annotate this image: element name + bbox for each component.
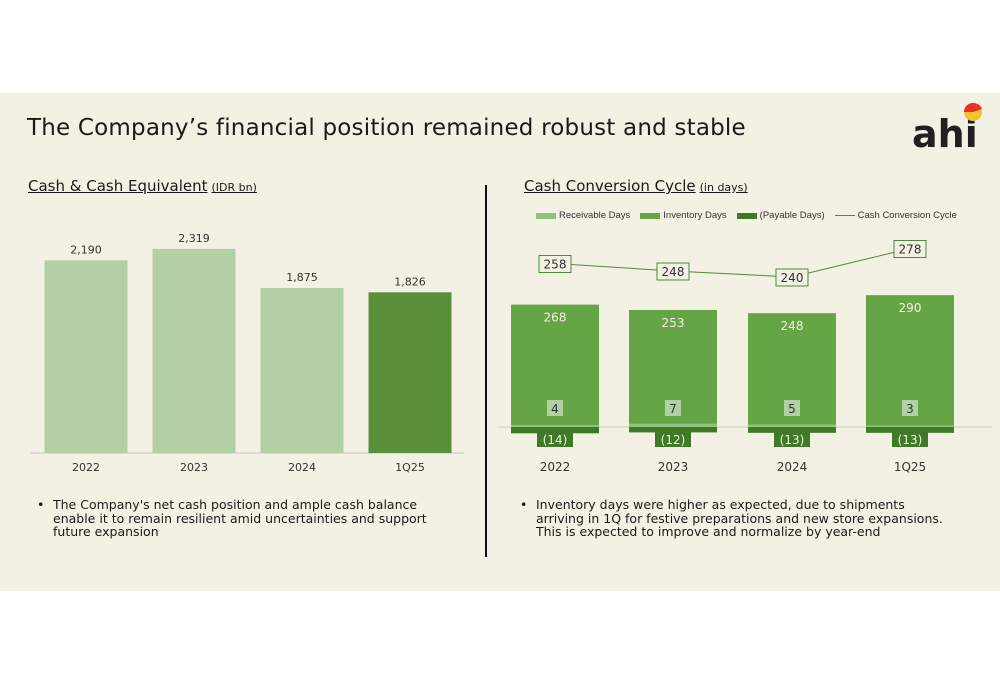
data-label-receivable: 4 (551, 402, 559, 416)
ccc-label-box (538, 255, 572, 273)
data-label-inventory: 253 (662, 316, 685, 330)
cash-heading: Cash & Cash Equivalent (IDR bn) (28, 177, 257, 195)
bar-payable (629, 427, 717, 433)
x-tick-label: 1Q25 (395, 461, 425, 474)
bar-receivable (866, 425, 954, 427)
x-tick-label: 2023 (658, 460, 689, 474)
ccc-line (554, 248, 911, 278)
cash-bullet-line-3: future expansion (53, 524, 159, 539)
ccc-label-box (893, 240, 927, 258)
ccc-label-box (656, 262, 690, 281)
legend-swatch-inventory (640, 212, 661, 219)
x-tick-label: 2022 (540, 460, 571, 474)
data-label-ccc: 248 (662, 265, 685, 279)
bullet-dot: • (37, 497, 45, 512)
bar-2024 (260, 288, 344, 453)
bar-1Q25 (368, 292, 452, 453)
ccc-bullet-line-3: This is expected to improve and normaliz… (536, 524, 881, 539)
ahi-logo: ahi (912, 103, 982, 153)
data-label-inventory: 268 (544, 311, 567, 325)
legend-receivable: Receivable Days (536, 210, 630, 221)
ccc-chart: 268 4 (14) 2022 253 7 (12) 2023 248 5 (13) 2024 290 3… (497, 240, 992, 474)
bar-receivable (629, 423, 717, 427)
cash-bullet: • The Company's net cash position and am… (37, 497, 427, 539)
data-label-ccc: 258 (544, 258, 567, 272)
receivable-label-box (784, 400, 800, 416)
receivable-label-box (547, 400, 563, 416)
data-label: 1,875 (286, 271, 318, 284)
cash-heading-unit: (IDR bn) (211, 181, 257, 194)
legend-label-payable: (Payable Days) (759, 210, 825, 221)
data-label-payable: (13) (780, 433, 805, 447)
bar-2023 (152, 248, 236, 453)
data-label: 1,826 (394, 275, 426, 288)
cash-bullet-line-2: enable it to remain resilient amid uncer… (53, 510, 427, 526)
legend-inventory: Inventory Days (640, 210, 727, 221)
ccc-bullet-line-2: arriving in 1Q for festive preparations … (536, 510, 943, 526)
data-label-receivable: 7 (669, 402, 677, 416)
legend-label-receivable: Receivable Days (559, 210, 631, 221)
divider (485, 185, 487, 557)
legend-payable: (Payable Days) (736, 210, 825, 221)
data-label-receivable: 5 (788, 402, 796, 416)
ccc-bullet-line-1: Inventory days were higher as expected, … (536, 497, 905, 512)
payable-label-box (892, 432, 928, 447)
cash-chart: 2,190 2022 2,319 2023 1,875 2024 1,826 1Q25 (31, 232, 464, 474)
x-tick-label: 2022 (72, 461, 100, 474)
data-label: 2,319 (178, 232, 210, 245)
payable-label-box (774, 432, 810, 447)
legend-label-inventory: Inventory Days (663, 210, 727, 221)
data-label-payable: (12) (661, 433, 686, 447)
logo-wedge-2 (973, 103, 982, 112)
payable-label-box (537, 432, 573, 447)
ccc-legend: Receivable Days Inventory Days (Payable … (536, 210, 957, 221)
data-label-payable: (14) (543, 433, 568, 447)
bar-2022 (44, 260, 128, 453)
x-tick-label: 2024 (777, 460, 808, 474)
legend-swatch-receivable (536, 212, 556, 219)
data-label-receivable: 3 (906, 402, 914, 416)
ccc-bullet: • Inventory days were higher as expected… (520, 497, 943, 539)
logo-text: ahi (912, 112, 978, 153)
ccc-label-box (775, 268, 809, 287)
legend-line-ccc (834, 215, 855, 216)
data-label-inventory: 290 (899, 301, 922, 315)
data-label: 2,190 (70, 243, 102, 256)
x-tick-label: 1Q25 (894, 460, 926, 474)
page-title: The Company’s financial position remaine… (27, 115, 746, 141)
bar-payable (866, 427, 954, 433)
x-tick-label: 2023 (180, 461, 208, 474)
cash-heading-text: Cash & Cash Equivalent (28, 177, 208, 195)
bar-receivable (511, 425, 599, 427)
bullet-dot: • (520, 497, 528, 512)
receivable-label-box (902, 400, 918, 416)
ccc-heading-text: Cash Conversion Cycle (524, 177, 696, 195)
ccc-heading-unit: (in days) (699, 181, 748, 194)
data-label-inventory: 248 (781, 319, 804, 333)
bar-receivable (748, 424, 836, 427)
ccc-heading: Cash Conversion Cycle (in days) (524, 177, 748, 195)
cash-bullet-line-1: The Company's net cash position and ampl… (53, 497, 418, 512)
payable-label-box (655, 432, 691, 447)
data-label-ccc: 240 (781, 271, 804, 285)
data-label-payable: (13) (898, 433, 923, 447)
receivable-label-box (665, 400, 681, 416)
x-tick-label: 2024 (288, 461, 316, 474)
data-label-ccc: 278 (899, 243, 922, 257)
bar-payable (511, 427, 599, 434)
slide: The Company’s financial position remaine… (0, 93, 1000, 591)
legend-ccc: Cash Conversion Cycle (834, 210, 957, 221)
bar-payable (748, 427, 836, 433)
logo-wedge (964, 103, 973, 112)
legend-swatch-payable (736, 212, 757, 219)
legend-label-ccc: Cash Conversion Cycle (857, 210, 957, 221)
